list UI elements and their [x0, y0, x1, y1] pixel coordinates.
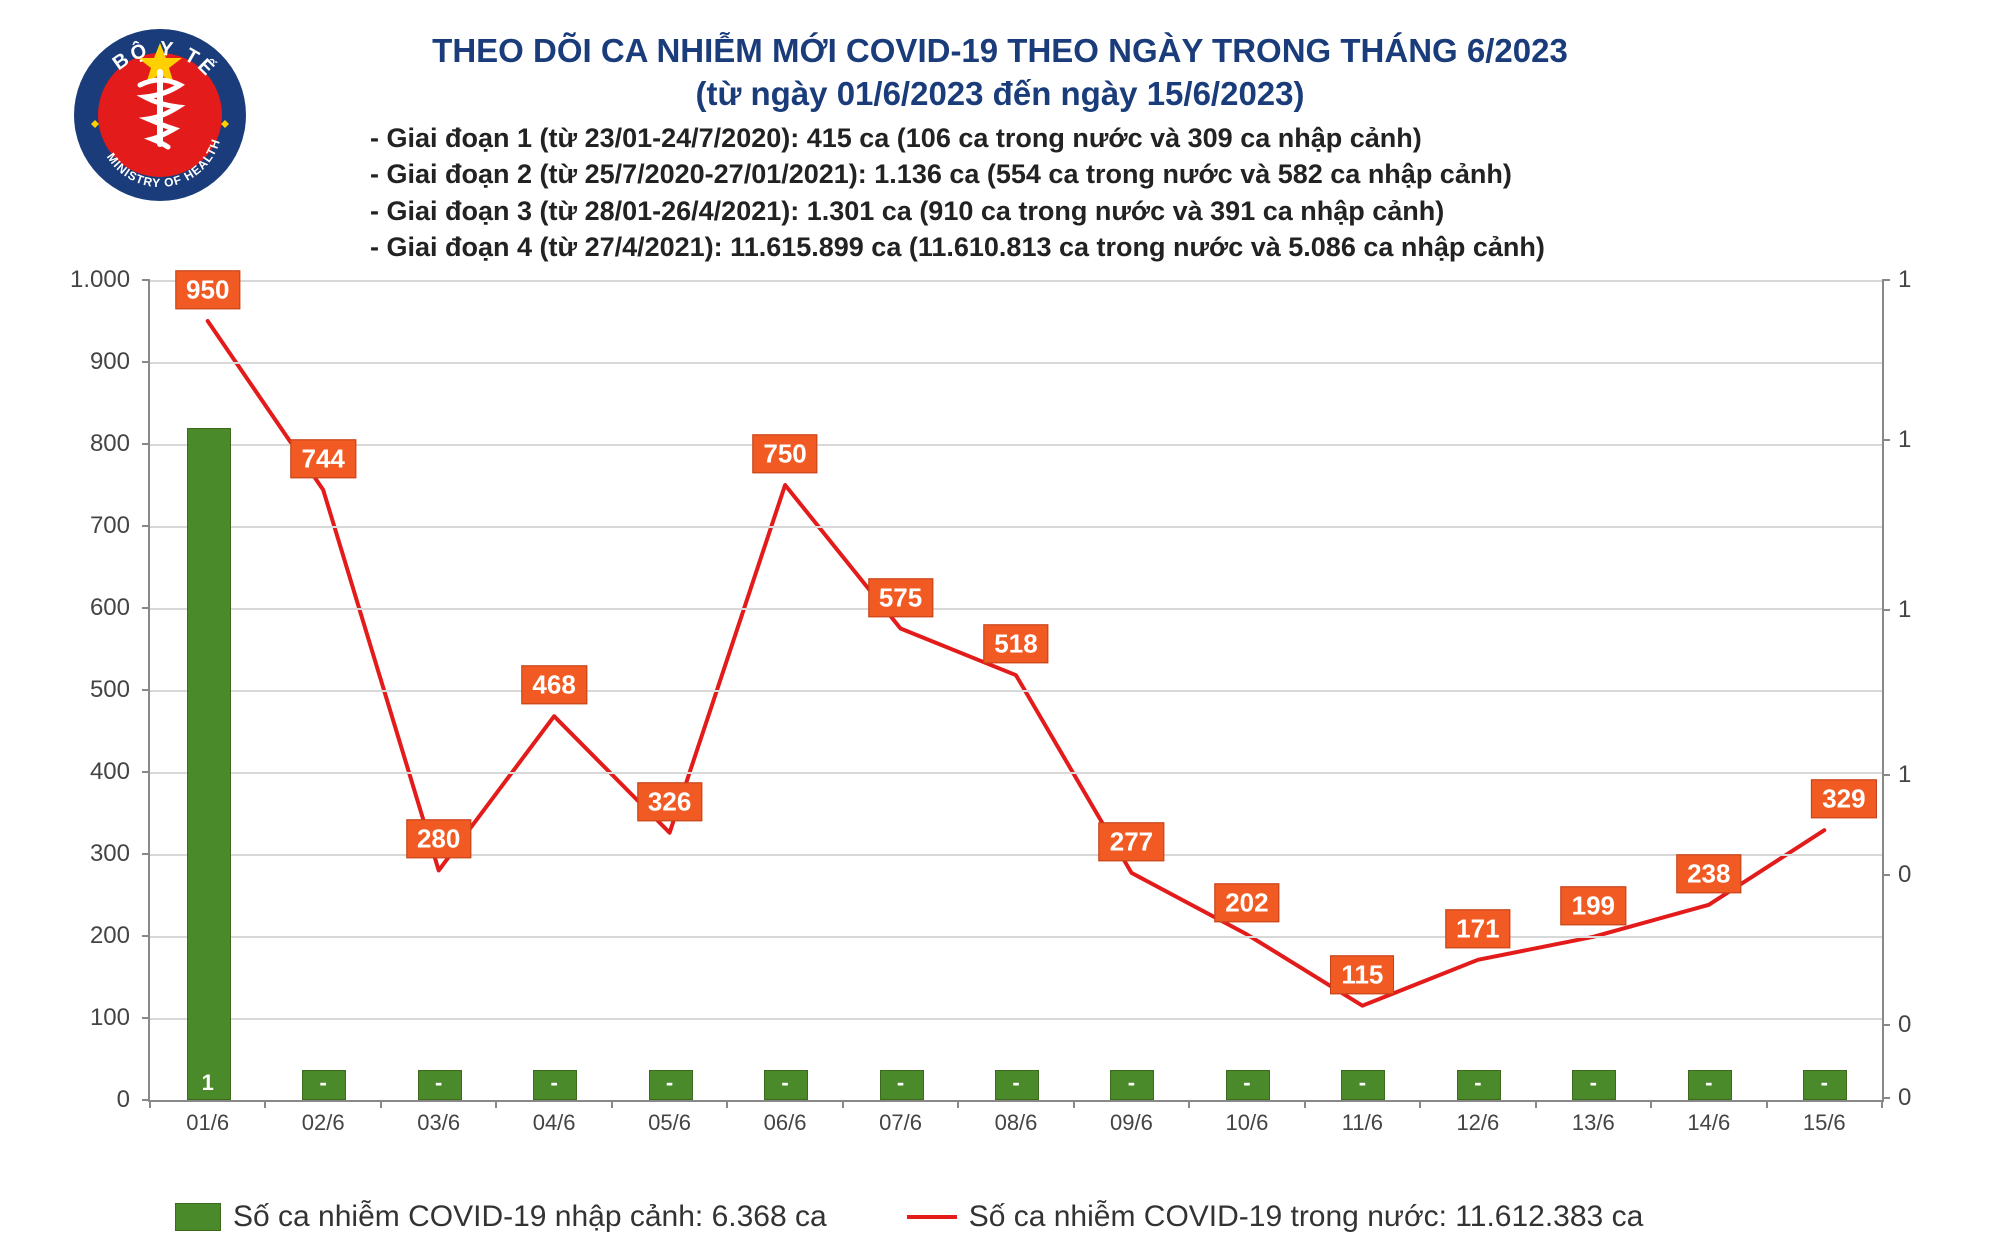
y-right-tick-label: 1 — [1898, 596, 1928, 624]
bar-value-label: - — [781, 1070, 788, 1096]
y-left-tick-label: 800 — [70, 430, 130, 458]
covid-daily-chart: 01002003004005006007008009001.000 111100… — [78, 280, 1920, 1150]
line-value-label: 468 — [521, 666, 586, 705]
phase-4: - Giai đoạn 4 (từ 27/4/2021): 11.615.899… — [370, 229, 1545, 265]
line-value-label: 750 — [752, 434, 817, 473]
bar-value-label: - — [1474, 1070, 1481, 1096]
y-left-tick-label: 700 — [70, 512, 130, 540]
y-axis-right: 1111000 — [1890, 280, 1920, 1150]
phase-3: - Giai đoạn 3 (từ 28/01-26/4/2021): 1.30… — [370, 193, 1545, 229]
line-value-label: 199 — [1561, 886, 1626, 925]
bar-value-label: - — [1705, 1070, 1712, 1096]
gridline — [150, 362, 1882, 364]
line-value-label: 329 — [1811, 780, 1876, 819]
title-line-2: (từ ngày 01/6/2023 đến ngày 15/6/2023) — [0, 73, 2000, 116]
line-value-label: 202 — [1214, 884, 1279, 923]
y-right-tick-label: 1 — [1898, 761, 1928, 789]
bar-value-label: - — [666, 1070, 673, 1096]
y-left-tick-label: 0 — [70, 1086, 130, 1114]
chart-title: THEO DÕI CA NHIỄM MỚI COVID-19 THEO NGÀY… — [0, 30, 2000, 116]
line-value-label: 575 — [868, 578, 933, 617]
phase-summary: - Giai đoạn 1 (từ 23/01-24/7/2020): 415 … — [370, 120, 1545, 266]
line-value-label: 171 — [1445, 909, 1510, 948]
x-tick-label: 07/6 — [879, 1110, 922, 1136]
x-tick-label: 08/6 — [995, 1110, 1038, 1136]
bar-value-label: - — [435, 1070, 442, 1096]
x-tick-label: 11/6 — [1342, 1110, 1383, 1136]
legend-line-text: Số ca nhiễm COVID-19 trong nước: 11.612.… — [969, 1200, 1644, 1234]
bar-value-label: - — [320, 1070, 327, 1096]
bar-value-label: - — [1359, 1070, 1366, 1096]
plot-area: 01/6102/6-03/6-04/6-05/6-06/6-07/6-08/6-… — [148, 280, 1884, 1102]
y-left-tick-label: 900 — [70, 348, 130, 376]
gridline — [150, 526, 1882, 528]
line-value-label: 280 — [406, 820, 471, 859]
phase-2: - Giai đoạn 2 (từ 25/7/2020-27/01/2021):… — [370, 156, 1545, 192]
legend: Số ca nhiễm COVID-19 nhập cảnh: 6.368 ca… — [175, 1200, 1643, 1234]
y-left-tick-label: 400 — [70, 758, 130, 786]
y-right-tick-label: 0 — [1898, 1084, 1928, 1112]
x-tick-label: 03/6 — [417, 1110, 460, 1136]
bar-value-label: - — [1128, 1070, 1135, 1096]
x-tick-label: 05/6 — [648, 1110, 691, 1136]
line-value-label: 518 — [983, 625, 1048, 664]
legend-line: Số ca nhiễm COVID-19 trong nước: 11.612.… — [907, 1200, 1644, 1234]
bar-value-label: - — [1821, 1070, 1828, 1096]
y-left-tick-label: 600 — [70, 594, 130, 622]
gridline — [150, 608, 1882, 610]
gridline — [150, 936, 1882, 938]
legend-bar-text: Số ca nhiễm COVID-19 nhập cảnh: 6.368 ca — [233, 1200, 827, 1234]
y-left-tick-label: 1.000 — [70, 266, 130, 294]
phase-1: - Giai đoạn 1 (từ 23/01-24/7/2020): 415 … — [370, 120, 1545, 156]
bar-value-label: - — [897, 1070, 904, 1096]
y-right-tick-label: 0 — [1898, 1011, 1928, 1039]
gridline — [150, 1018, 1882, 1020]
y-left-tick-label: 100 — [70, 1004, 130, 1032]
gridline — [150, 772, 1882, 774]
line-value-label: 326 — [637, 782, 702, 821]
gridline — [150, 444, 1882, 446]
bar-value-label: - — [1590, 1070, 1597, 1096]
x-tick-label: 14/6 — [1687, 1110, 1730, 1136]
bar-value-label: 1 — [202, 1070, 214, 1096]
bar-value-label: - — [550, 1070, 557, 1096]
bar — [187, 428, 231, 1100]
bar-value-label: - — [1243, 1070, 1250, 1096]
x-tick-label: 15/6 — [1803, 1110, 1846, 1136]
line-value-label: 744 — [290, 439, 355, 478]
x-tick-label: 10/6 — [1226, 1110, 1269, 1136]
bar-value-label: - — [1012, 1070, 1019, 1096]
title-line-1: THEO DÕI CA NHIỄM MỚI COVID-19 THEO NGÀY… — [0, 30, 2000, 73]
y-right-tick-label: 1 — [1898, 266, 1928, 294]
y-left-tick-label: 200 — [70, 922, 130, 950]
x-tick-label: 06/6 — [764, 1110, 807, 1136]
x-tick-label: 02/6 — [302, 1110, 345, 1136]
y-left-tick-label: 300 — [70, 840, 130, 868]
line-value-label: 238 — [1676, 854, 1741, 893]
gridline — [150, 690, 1882, 692]
x-tick-label: 09/6 — [1110, 1110, 1153, 1136]
y-right-tick-label: 0 — [1898, 861, 1928, 889]
line-value-label: 277 — [1099, 822, 1164, 861]
y-left-tick-label: 500 — [70, 676, 130, 704]
x-tick-label: 01/6 — [186, 1110, 229, 1136]
x-tick-label: 13/6 — [1572, 1110, 1615, 1136]
y-axis-left: 01002003004005006007008009001.000 — [78, 280, 138, 1150]
x-tick-label: 04/6 — [533, 1110, 576, 1136]
x-tick-label: 12/6 — [1456, 1110, 1499, 1136]
legend-bar: Số ca nhiễm COVID-19 nhập cảnh: 6.368 ca — [175, 1200, 827, 1234]
gridline — [150, 280, 1882, 282]
legend-line-swatch — [907, 1215, 957, 1219]
line-value-label: 950 — [175, 270, 240, 309]
legend-bar-swatch — [175, 1203, 221, 1231]
line-value-label: 115 — [1330, 955, 1394, 994]
y-right-tick-label: 1 — [1898, 426, 1928, 454]
